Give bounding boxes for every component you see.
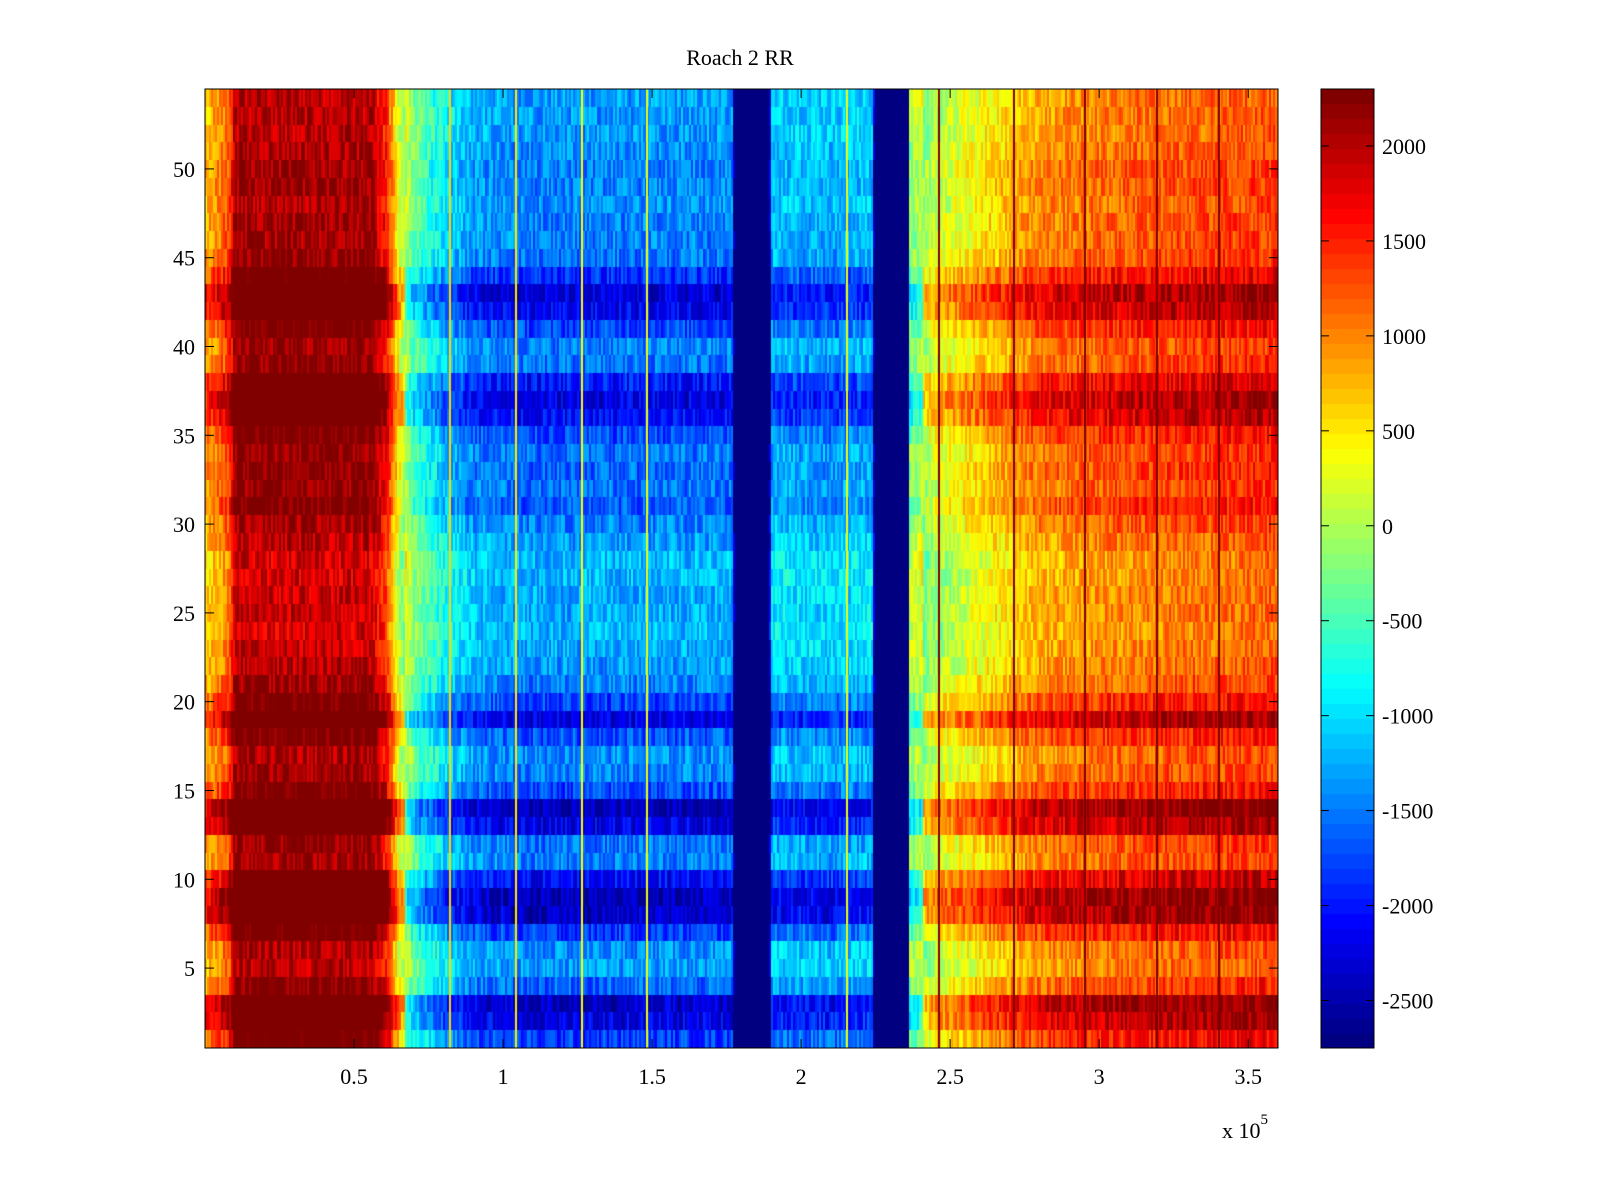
y-tick-label: 5	[184, 956, 195, 981]
colorbar-axis: -2500 -2000 -1500 -1000 -500 0 500 1000 1500 2000	[1321, 134, 1433, 1014]
x-exponent-power: 5	[1261, 1112, 1269, 1128]
y-tick-label: 25	[173, 601, 195, 626]
colorbar-tick-label: 2000	[1382, 134, 1426, 159]
x-axis: 0.5 1 1.5 2 2.5 3 3.5	[340, 89, 1262, 1089]
colorbar-tick-label: -2500	[1382, 989, 1433, 1014]
colorbar-tick-label: 1000	[1382, 324, 1426, 349]
colorbar-tick-label: 1500	[1382, 229, 1426, 254]
x-tick-label: 3	[1094, 1064, 1105, 1089]
x-tick-label: 0.5	[340, 1064, 368, 1089]
y-tick-label: 30	[173, 512, 195, 537]
heatmap-image	[205, 89, 1278, 1048]
x-exponent-base: x 10	[1222, 1118, 1261, 1143]
x-tick-label: 1.5	[638, 1064, 666, 1089]
x-tick-label: 1	[498, 1064, 509, 1089]
plot-area-frame	[204, 88, 1279, 1049]
y-tick-label: 20	[173, 690, 195, 715]
x-tick-label: 2	[796, 1064, 807, 1089]
x-tick-label: 3.5	[1234, 1064, 1262, 1089]
colorbar-tick-label: -1000	[1382, 704, 1433, 729]
y-tick-label: 10	[173, 867, 195, 892]
colorbar-tick-label: -500	[1382, 609, 1422, 634]
y-tick-label: 35	[173, 423, 195, 448]
y-tick-label: 15	[173, 778, 195, 803]
y-tick-label: 45	[173, 246, 195, 271]
colorbar-frame	[1320, 88, 1375, 1049]
colorbar-gradient	[1321, 89, 1374, 1048]
y-axis: 5 10 15 20 25 30 35 40 45 50	[173, 157, 1278, 981]
x-tick-label: 2.5	[936, 1064, 964, 1089]
y-tick-label: 40	[173, 335, 195, 360]
colorbar-tick-label: -2000	[1382, 894, 1433, 919]
colorbar-tick-label: -1500	[1382, 799, 1433, 824]
colorbar-tick-label: 0	[1382, 514, 1393, 539]
y-tick-label: 50	[173, 157, 195, 182]
x-exponent-label: x 105	[1222, 1112, 1268, 1143]
chart-title: Roach 2 RR	[686, 45, 794, 70]
colorbar-tick-label: 500	[1382, 419, 1415, 444]
